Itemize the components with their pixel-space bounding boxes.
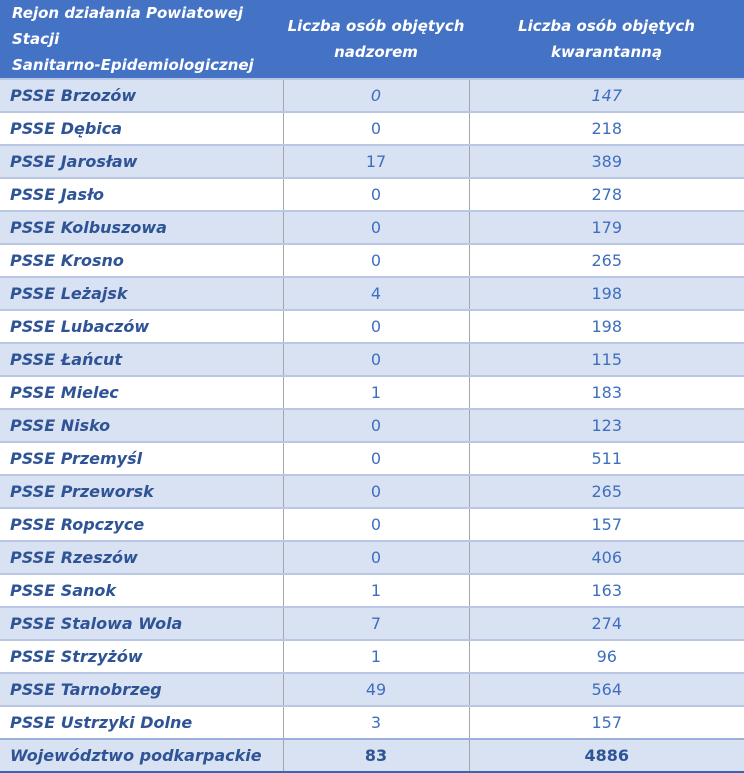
region-label: PSSE Jarosław: [0, 144, 283, 178]
total-quarantine-value: 4886: [468, 738, 744, 773]
table-row: PSSE Nisko 0 123: [0, 408, 744, 442]
region-label: PSSE Brzozów: [0, 78, 283, 112]
supervision-value: 0: [282, 177, 469, 211]
supervision-value: 0: [282, 111, 469, 145]
total-row-label: Województwo podkarpackie: [0, 738, 283, 773]
table-row: PSSE Jarosław 17 389: [0, 144, 744, 178]
supervision-value: 1: [282, 639, 469, 673]
supervision-value: 3: [282, 705, 469, 739]
quarantine-value: 147: [468, 78, 744, 112]
table-row: PSSE Przemyśl 0 511: [0, 441, 744, 475]
table-row: PSSE Łańcut 0 115: [0, 342, 744, 376]
quarantine-value: 389: [468, 144, 744, 178]
region-label: PSSE Nisko: [0, 408, 283, 442]
quarantine-value: 123: [468, 408, 744, 442]
header-supervision-line2: nadzorem: [334, 43, 418, 61]
header-supervision-line1: Liczba osób objętych: [287, 17, 465, 35]
supervision-value: 4: [282, 276, 469, 310]
table-row: PSSE Sanok 1 163: [0, 573, 744, 607]
header-region-column: Rejon działania Powiatowej Stacji Sanita…: [0, 0, 283, 79]
table-row: PSSE Krosno 0 265: [0, 243, 744, 277]
table-body: PSSE Brzozów 0 147 PSSE Dębica 0 218 PSSE Jaro…: [0, 78, 744, 739]
quarantine-value: 157: [468, 705, 744, 739]
supervision-value: 0: [282, 408, 469, 442]
quarantine-value: 198: [468, 276, 744, 310]
header-region-line1: Rejon działania Powiatowej Stacji: [12, 4, 244, 48]
supervision-value: 0: [282, 78, 469, 112]
quarantine-value: 183: [468, 375, 744, 409]
total-row: Województwo podkarpackie 83 4886: [0, 738, 744, 773]
table-row: PSSE Dębica 0 218: [0, 111, 744, 145]
region-label: PSSE Kolbuszowa: [0, 210, 283, 244]
table-header: Rejon działania Powiatowej Stacji Sanita…: [0, 0, 744, 79]
region-label: PSSE Stalowa Wola: [0, 606, 283, 640]
table-row: PSSE Ustrzyki Dolne 3 157: [0, 705, 744, 739]
region-label: PSSE Strzyżów: [0, 639, 283, 673]
supervision-value: 0: [282, 309, 469, 343]
quarantine-value: 163: [468, 573, 744, 607]
region-label: PSSE Mielec: [0, 375, 283, 409]
region-label: PSSE Lubaczów: [0, 309, 283, 343]
table-row: PSSE Kolbuszowa 0 179: [0, 210, 744, 244]
table-footer: Województwo podkarpackie 83 4886: [0, 738, 744, 773]
quarantine-value: 218: [468, 111, 744, 145]
supervision-value: 7: [282, 606, 469, 640]
header-supervision-column: Liczba osób objętych nadzorem: [283, 0, 469, 79]
total-supervision-value: 83: [282, 738, 469, 773]
quarantine-value: 278: [468, 177, 744, 211]
supervision-value: 1: [282, 573, 469, 607]
region-label: PSSE Przemyśl: [0, 441, 283, 475]
supervision-value: 49: [282, 672, 469, 706]
supervision-value: 1: [282, 375, 469, 409]
supervision-value: 17: [282, 144, 469, 178]
header-quarantine-column: Liczba osób objętych kwarantanną: [469, 0, 744, 79]
table-row: PSSE Tarnobrzeg 49 564: [0, 672, 744, 706]
region-label: PSSE Sanok: [0, 573, 283, 607]
region-label: PSSE Ropczyce: [0, 507, 283, 541]
quarantine-value: 564: [468, 672, 744, 706]
region-label: PSSE Dębica: [0, 111, 283, 145]
region-label: PSSE Krosno: [0, 243, 283, 277]
table-row: PSSE Ropczyce 0 157: [0, 507, 744, 541]
table-row: PSSE Stalowa Wola 7 274: [0, 606, 744, 640]
region-label: PSSE Jasło: [0, 177, 283, 211]
supervision-value: 0: [282, 342, 469, 376]
header-quarantine-line1: Liczba osób objętych: [518, 17, 695, 35]
table-row: PSSE Przeworsk 0 265: [0, 474, 744, 508]
supervision-value: 0: [282, 243, 469, 277]
region-label: PSSE Rzeszów: [0, 540, 283, 574]
header-quarantine-line2: kwarantanną: [551, 43, 662, 61]
region-label: PSSE Leżajsk: [0, 276, 283, 310]
table-row: PSSE Jasło 0 278: [0, 177, 744, 211]
table-row: PSSE Strzyżów 1 96: [0, 639, 744, 673]
quarantine-value: 274: [468, 606, 744, 640]
region-label: PSSE Łańcut: [0, 342, 283, 376]
quarantine-value: 265: [468, 243, 744, 277]
supervision-value: 0: [282, 441, 469, 475]
quarantine-value: 265: [468, 474, 744, 508]
quarantine-value: 115: [468, 342, 744, 376]
quarantine-value: 511: [468, 441, 744, 475]
supervision-value: 0: [282, 507, 469, 541]
supervision-value: 0: [282, 540, 469, 574]
region-label: PSSE Tarnobrzeg: [0, 672, 283, 706]
quarantine-value: 179: [468, 210, 744, 244]
header-row: Rejon działania Powiatowej Stacji Sanita…: [0, 0, 744, 79]
quarantine-value: 157: [468, 507, 744, 541]
quarantine-value: 96: [468, 639, 744, 673]
header-region-line2: Sanitarno-Epidemiologicznej: [12, 56, 254, 74]
table-row: PSSE Brzozów 0 147: [0, 78, 744, 112]
table-row: PSSE Leżajsk 4 198: [0, 276, 744, 310]
table-row: PSSE Mielec 1 183: [0, 375, 744, 409]
supervision-value: 0: [282, 474, 469, 508]
table-row: PSSE Lubaczów 0 198: [0, 309, 744, 343]
quarantine-value: 198: [468, 309, 744, 343]
quarantine-value: 406: [468, 540, 744, 574]
region-label: PSSE Ustrzyki Dolne: [0, 705, 283, 739]
region-label: PSSE Przeworsk: [0, 474, 283, 508]
table-row: PSSE Rzeszów 0 406: [0, 540, 744, 574]
supervision-value: 0: [282, 210, 469, 244]
